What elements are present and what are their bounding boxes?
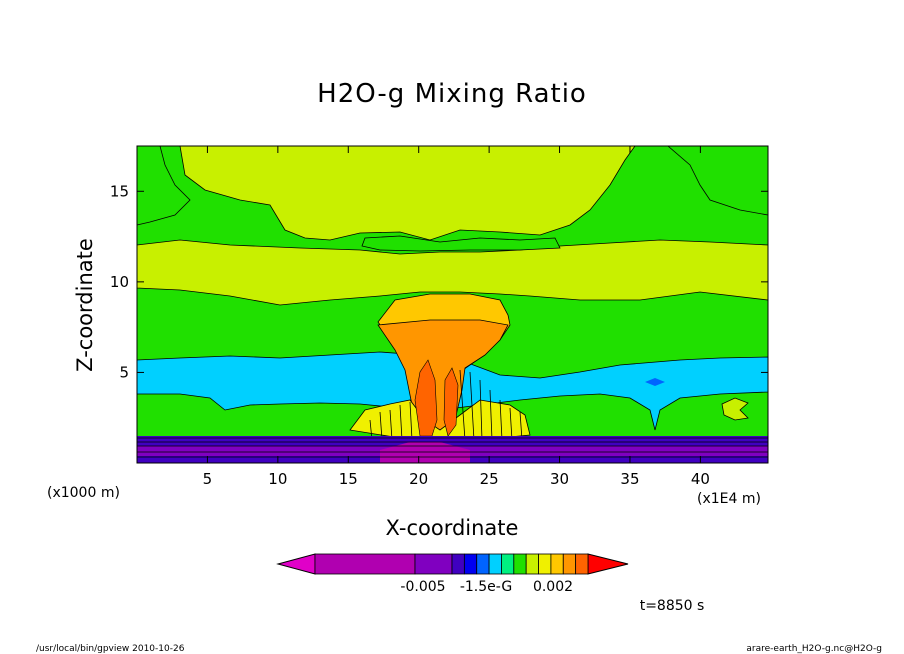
y-axis-unit: (x1000 m) — [47, 485, 120, 501]
colorbar-swatch — [550, 553, 564, 575]
y-axis-label: Z-coordinate — [73, 238, 97, 372]
footer-right: arare-earth_H2O-g.nc@H2O-g — [746, 644, 882, 654]
colorbar-swatch — [414, 553, 453, 575]
colorbar-swatch — [562, 553, 577, 575]
contour-blue-spot — [645, 378, 665, 386]
colorbar-arrow-low — [276, 553, 316, 575]
colorbar-label-1: -1.5e-G — [460, 579, 512, 595]
colorbar-arrow-high — [587, 553, 629, 575]
y-tick-label: 10 — [110, 273, 129, 291]
colorbar-swatch — [538, 553, 552, 575]
contour-yellow-pocket — [721, 397, 749, 421]
colorbar-swatch — [451, 553, 465, 575]
surface-magenta-patch — [380, 442, 470, 463]
plot-frame — [136, 145, 769, 464]
x-tick-label: 5 — [203, 470, 213, 488]
time-label: t=8850 s — [640, 598, 705, 614]
contour-green-left-lobe — [136, 145, 191, 226]
colorbar-swatch — [513, 553, 527, 575]
contour-field — [136, 145, 769, 463]
footer-left: /usr/local/bin/gpview 2010-10-26 — [36, 644, 185, 654]
colorbar-label-2: 0.002 — [533, 579, 573, 595]
colorbar-swatch — [314, 553, 416, 575]
colorbar-swatch — [501, 553, 515, 575]
colorbar-label-0: -0.005 — [400, 579, 445, 595]
colorbar-swatch — [488, 553, 502, 575]
chart-title: H2O-g Mixing Ratio — [317, 79, 587, 109]
y-tick-label: 5 — [119, 363, 129, 381]
surface-contour-lines — [137, 437, 768, 458]
x-axis-unit: (x1E4 m) — [697, 491, 761, 507]
contour-green-inner — [361, 235, 561, 252]
colorbar — [276, 553, 629, 575]
colorbar-swatch — [463, 553, 478, 575]
x-tick-label: 25 — [480, 470, 499, 488]
colorbar-swatch — [476, 553, 490, 575]
x-tick-label: 15 — [339, 470, 358, 488]
x-tick-label: 40 — [691, 470, 710, 488]
x-tick-label: 10 — [268, 470, 287, 488]
x-tick-label: 20 — [409, 470, 428, 488]
contour-convective-lines — [369, 369, 523, 441]
colorbar-swatch — [525, 553, 539, 575]
x-axis-label: X-coordinate — [386, 516, 519, 540]
contour-orange-core — [377, 319, 509, 441]
y-tick-label: 15 — [110, 182, 129, 200]
colorbar-swatch — [575, 553, 589, 575]
axis-ticks: 5 10 15 20 25 30 35 40 5 10 15 — [110, 146, 768, 488]
x-tick-label: 35 — [620, 470, 639, 488]
x-tick-label: 30 — [550, 470, 569, 488]
contour-yellow-upper — [179, 145, 636, 241]
